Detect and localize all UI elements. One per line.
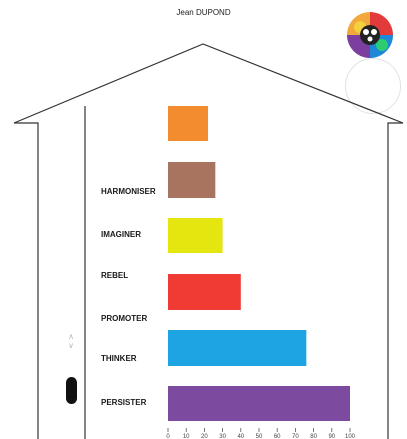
- bar-rebel: [168, 274, 241, 310]
- x-tick-label: 90: [328, 434, 335, 439]
- x-tick-label: 80: [310, 434, 317, 439]
- chevron-up-icon[interactable]: ∧: [68, 332, 74, 341]
- scroll-thumb[interactable]: [66, 377, 77, 404]
- chevron-down-icon[interactable]: ∨: [68, 341, 74, 350]
- x-tick-label: 100: [345, 434, 356, 439]
- category-label-thinker: THINKER: [101, 354, 137, 363]
- x-tick-label: 70: [292, 434, 299, 439]
- x-tick-label: 30: [219, 434, 226, 439]
- bar-thinker: [168, 330, 307, 366]
- x-tick-label: 0: [166, 434, 170, 439]
- category-label-rebel: REBEL: [101, 271, 129, 280]
- bar-imaginer: [168, 218, 223, 253]
- x-tick-label: 50: [256, 434, 263, 439]
- category-label-persister: PERSISTER: [101, 398, 147, 407]
- x-tick-label: 10: [183, 434, 190, 439]
- x-tick-label: 60: [274, 434, 281, 439]
- category-label-harmoniser: HARMONISER: [101, 187, 156, 196]
- bar-unlabeled: [168, 106, 209, 141]
- bar-harmoniser: [168, 162, 216, 198]
- x-tick-label: 40: [237, 434, 244, 439]
- category-label-promoter: PROMOTER: [101, 314, 148, 323]
- avatar-icon[interactable]: [344, 9, 396, 61]
- avatar-ring: [345, 58, 401, 114]
- bar-persister: [168, 386, 350, 421]
- category-label-imaginer: IMAGINER: [101, 230, 141, 239]
- x-tick-label: 20: [201, 434, 208, 439]
- user-name: Jean DUPOND: [176, 8, 231, 17]
